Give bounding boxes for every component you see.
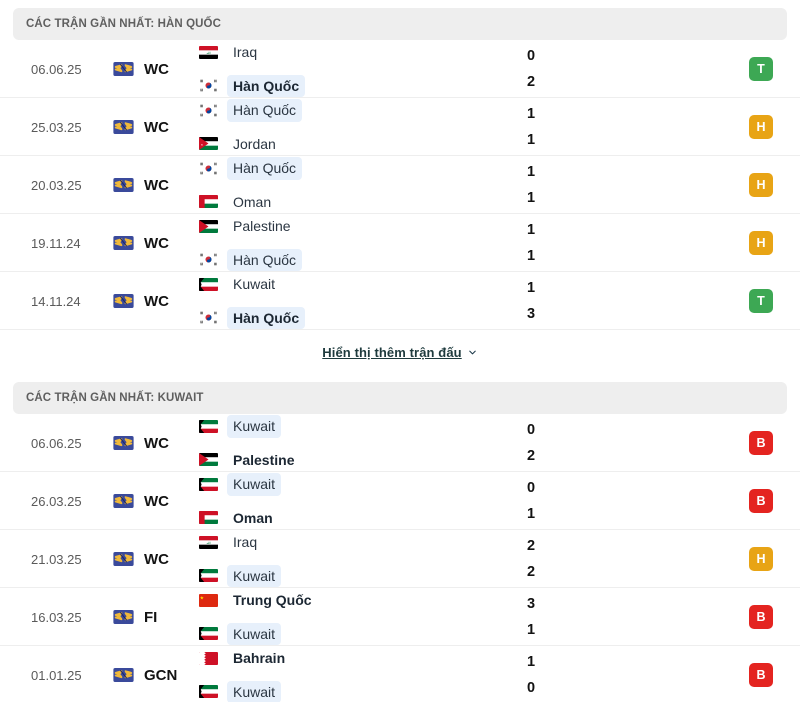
svg-text:الله: الله bbox=[207, 50, 211, 54]
svg-text:الله: الله bbox=[207, 540, 211, 544]
